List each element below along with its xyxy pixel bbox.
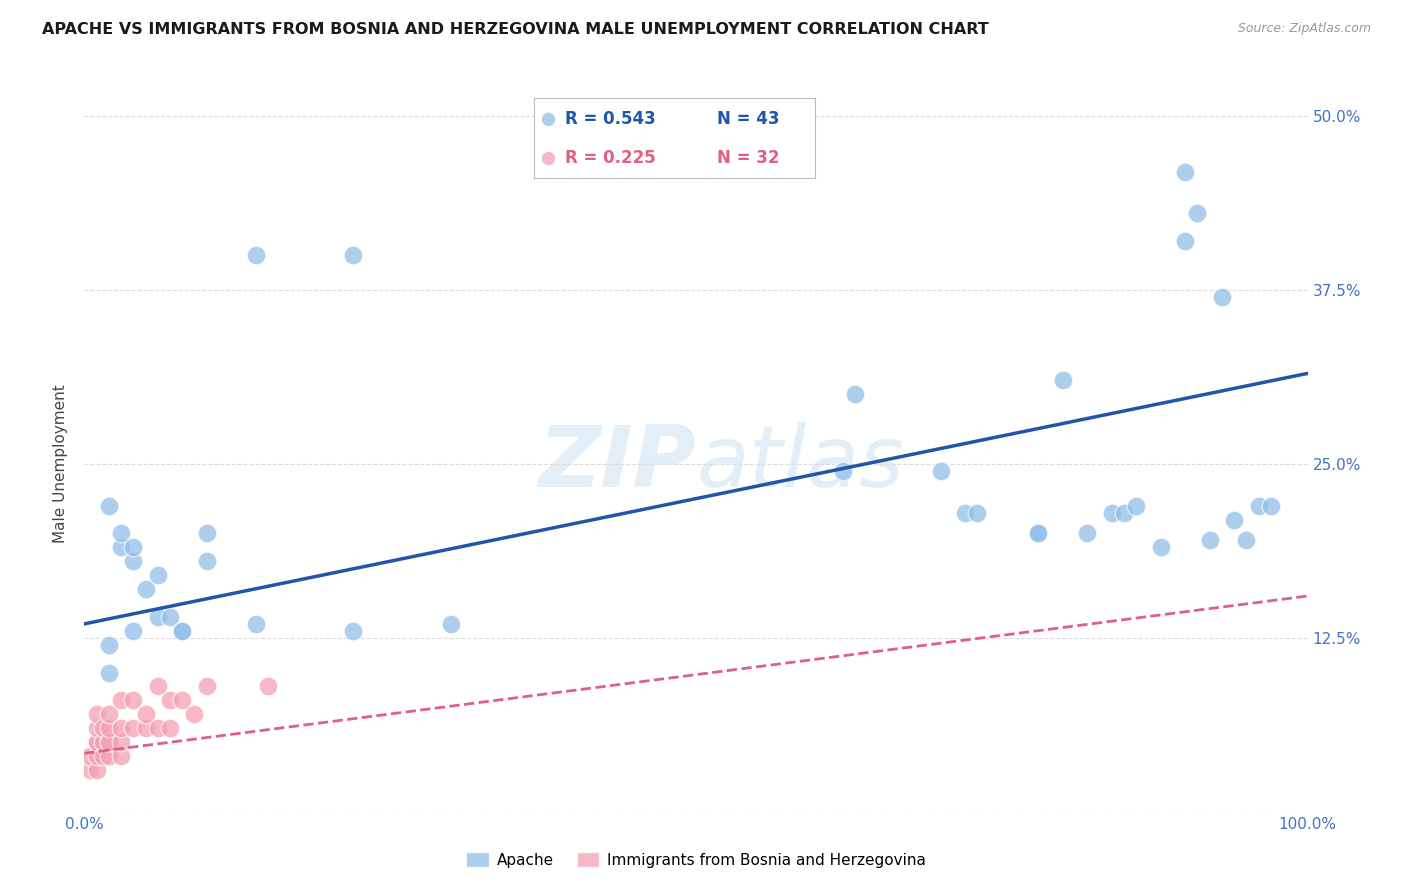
Point [172, 693, 194, 707]
Point [86, 749, 108, 764]
Point [86, 735, 108, 749]
Point [122, 721, 145, 735]
Legend: Apache, Immigrants from Bosnia and Herzegovina: Apache, Immigrants from Bosnia and Herze… [460, 846, 932, 873]
Y-axis label: Male Unemployment: Male Unemployment [53, 384, 69, 543]
Point [97, 749, 120, 764]
Point [1247, 499, 1270, 513]
Point [110, 735, 132, 749]
Point [110, 721, 132, 735]
Point [86, 707, 108, 722]
Point [110, 526, 132, 541]
Point [146, 568, 169, 582]
Point [122, 624, 145, 638]
Point [1028, 526, 1050, 541]
Text: APACHE VS IMMIGRANTS FROM BOSNIA AND HERZEGOVINA MALE UNEMPLOYMENT CORRELATION C: APACHE VS IMMIGRANTS FROM BOSNIA AND HER… [42, 22, 988, 37]
Point [91, 735, 114, 749]
Point [1052, 373, 1074, 387]
Point [831, 464, 853, 478]
Point [1187, 206, 1209, 220]
Point [91, 721, 114, 735]
Text: N = 43: N = 43 [717, 110, 779, 128]
Point [159, 610, 181, 624]
Point [79, 749, 101, 764]
Point [172, 624, 194, 638]
Point [1125, 499, 1147, 513]
Point [1101, 506, 1123, 520]
Text: ZIP: ZIP [538, 422, 696, 506]
Point [953, 506, 976, 520]
Point [1236, 533, 1258, 548]
Point [1174, 234, 1197, 248]
Point [86, 735, 108, 749]
Text: R = 0.225: R = 0.225 [565, 149, 657, 167]
Text: R = 0.543: R = 0.543 [565, 110, 657, 128]
Point [183, 707, 205, 722]
Point [342, 624, 364, 638]
Point [1223, 512, 1246, 526]
Point [159, 693, 181, 707]
Point [1150, 541, 1173, 555]
Point [537, 151, 560, 165]
Point [122, 693, 145, 707]
Point [1076, 526, 1098, 541]
Point [195, 526, 218, 541]
Point [146, 610, 169, 624]
Point [1260, 499, 1282, 513]
Point [440, 616, 463, 631]
Point [122, 541, 145, 555]
Point [97, 665, 120, 680]
Point [195, 680, 218, 694]
Point [135, 582, 157, 596]
Point [1174, 164, 1197, 178]
Point [97, 638, 120, 652]
Point [1028, 526, 1050, 541]
Point [122, 554, 145, 568]
Text: Source: ZipAtlas.com: Source: ZipAtlas.com [1237, 22, 1371, 36]
Point [929, 464, 952, 478]
Point [159, 721, 181, 735]
Text: N = 32: N = 32 [717, 149, 779, 167]
Point [1114, 506, 1136, 520]
Point [195, 554, 218, 568]
Text: atlas: atlas [696, 422, 904, 506]
Point [97, 735, 120, 749]
Point [97, 721, 120, 735]
Point [245, 616, 267, 631]
Point [844, 387, 866, 401]
Point [86, 763, 108, 777]
Point [97, 499, 120, 513]
Point [79, 763, 101, 777]
Point [146, 680, 169, 694]
Point [97, 735, 120, 749]
Point [91, 749, 114, 764]
Point [110, 749, 132, 764]
Point [1198, 533, 1220, 548]
Point [135, 721, 157, 735]
Point [135, 707, 157, 722]
Point [966, 506, 988, 520]
Point [537, 112, 560, 126]
Point [97, 707, 120, 722]
Point [86, 721, 108, 735]
Point [245, 248, 267, 262]
Point [342, 248, 364, 262]
Point [146, 721, 169, 735]
Point [110, 693, 132, 707]
Point [110, 541, 132, 555]
Point [257, 680, 280, 694]
Point [1211, 290, 1233, 304]
Point [172, 624, 194, 638]
